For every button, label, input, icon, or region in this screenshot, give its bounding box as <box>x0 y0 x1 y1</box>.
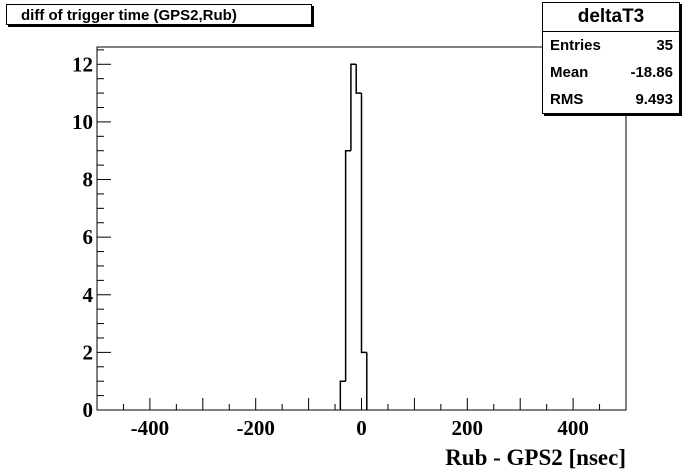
stats-value: -18.86 <box>630 64 673 81</box>
y-tick-label: 12 <box>72 52 93 76</box>
histogram-bin <box>339 380 346 410</box>
histogram-title: diff of trigger time (GPS2,Rub) <box>6 4 312 25</box>
x-tick-label: -400 <box>131 416 170 440</box>
stats-label: RMS <box>550 91 584 108</box>
x-axis: -400 -200 0 200 400 <box>96 398 627 440</box>
histogram-bin <box>350 63 357 151</box>
x-tick-label: 0 <box>356 416 367 440</box>
stats-box: deltaT3 Entries 35 Mean -18.86 RMS 9.493 <box>542 2 680 114</box>
stats-label: Mean <box>550 64 589 81</box>
x-axis-label: Rub - GPS2 [nsec] <box>445 445 626 470</box>
stats-label: Entries <box>550 37 601 54</box>
histogram-bars <box>339 63 368 410</box>
y-tick-label: 2 <box>83 340 94 364</box>
stats-row-rms: RMS 9.493 <box>543 86 679 113</box>
stats-row-entries: Entries 35 <box>543 32 679 59</box>
histogram-bin <box>360 93 367 354</box>
stats-value: 35 <box>656 37 673 54</box>
x-tick-label: 400 <box>557 416 589 440</box>
stats-value: 9.493 <box>635 91 673 108</box>
y-axis: 0 2 4 6 8 10 12 <box>72 49 111 422</box>
y-tick-label: 10 <box>72 110 93 134</box>
y-tick-label: 8 <box>83 168 94 192</box>
x-tick-label: -200 <box>236 416 275 440</box>
stats-title: deltaT3 <box>543 3 679 32</box>
y-tick-label: 6 <box>83 225 94 249</box>
stats-row-mean: Mean -18.86 <box>543 59 679 86</box>
x-tick-label: 200 <box>452 416 484 440</box>
histogram-bin <box>344 149 351 382</box>
y-tick-label: 4 <box>83 283 94 307</box>
histogram-bin <box>355 64 362 94</box>
y-tick-label: 0 <box>83 398 94 422</box>
